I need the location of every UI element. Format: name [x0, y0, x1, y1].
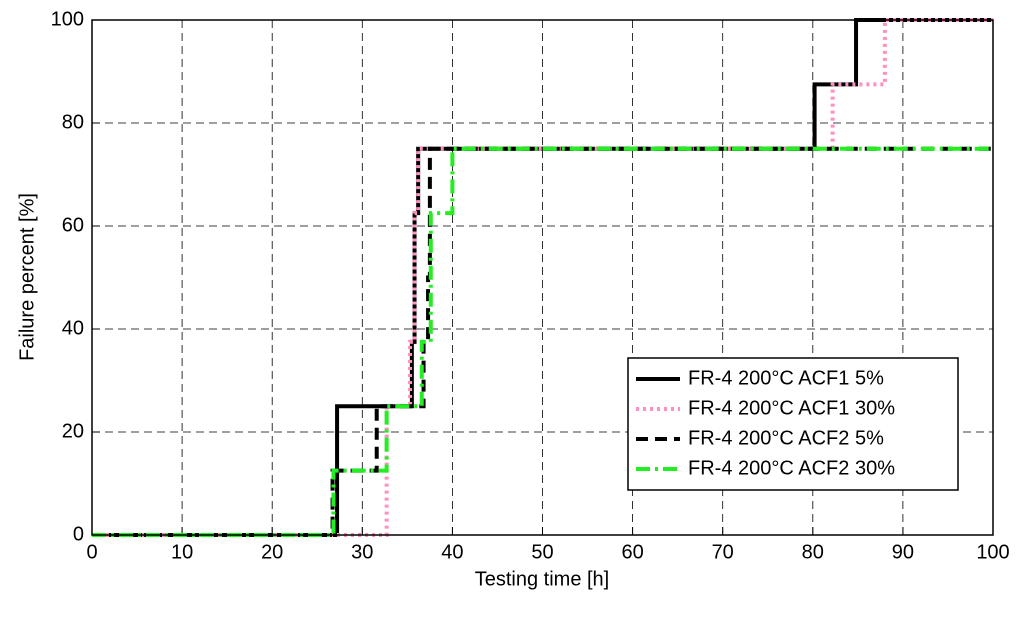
y-tick-label: 0: [73, 523, 84, 545]
x-axis-label: Testing time [h]: [475, 568, 610, 590]
x-tick-label: 70: [712, 541, 734, 563]
x-tick-label: 40: [441, 541, 463, 563]
y-tick-label: 100: [51, 8, 84, 30]
y-axis-label: Failure percent [%]: [16, 193, 38, 361]
series-line: [92, 146, 993, 537]
x-tick-label: 100: [976, 541, 1009, 563]
x-tick-label: 30: [351, 541, 373, 563]
plot-frame: [91, 19, 994, 536]
x-tick-label: 60: [621, 541, 643, 563]
series-line: [92, 146, 993, 537]
y-tick-label: 80: [62, 111, 84, 133]
x-tick-label: 10: [171, 541, 193, 563]
y-tick-label: 40: [62, 317, 84, 339]
y-tick-label: 20: [62, 420, 84, 442]
x-tick-label: 80: [802, 541, 824, 563]
x-tick-label: 50: [531, 541, 553, 563]
legend-label: FR-4 200°C ACF2 5%: [688, 427, 884, 449]
x-tick-label: 20: [261, 541, 283, 563]
legend-label: FR-4 200°C ACF2 30%: [688, 457, 895, 479]
legend-label: FR-4 200°C ACF1 5%: [688, 367, 884, 389]
x-tick-label: 0: [86, 541, 97, 563]
legend-label: FR-4 200°C ACF1 30%: [688, 397, 895, 419]
x-tick-label: 90: [892, 541, 914, 563]
y-tick-label: 60: [62, 214, 84, 236]
legend-box: [627, 357, 959, 491]
